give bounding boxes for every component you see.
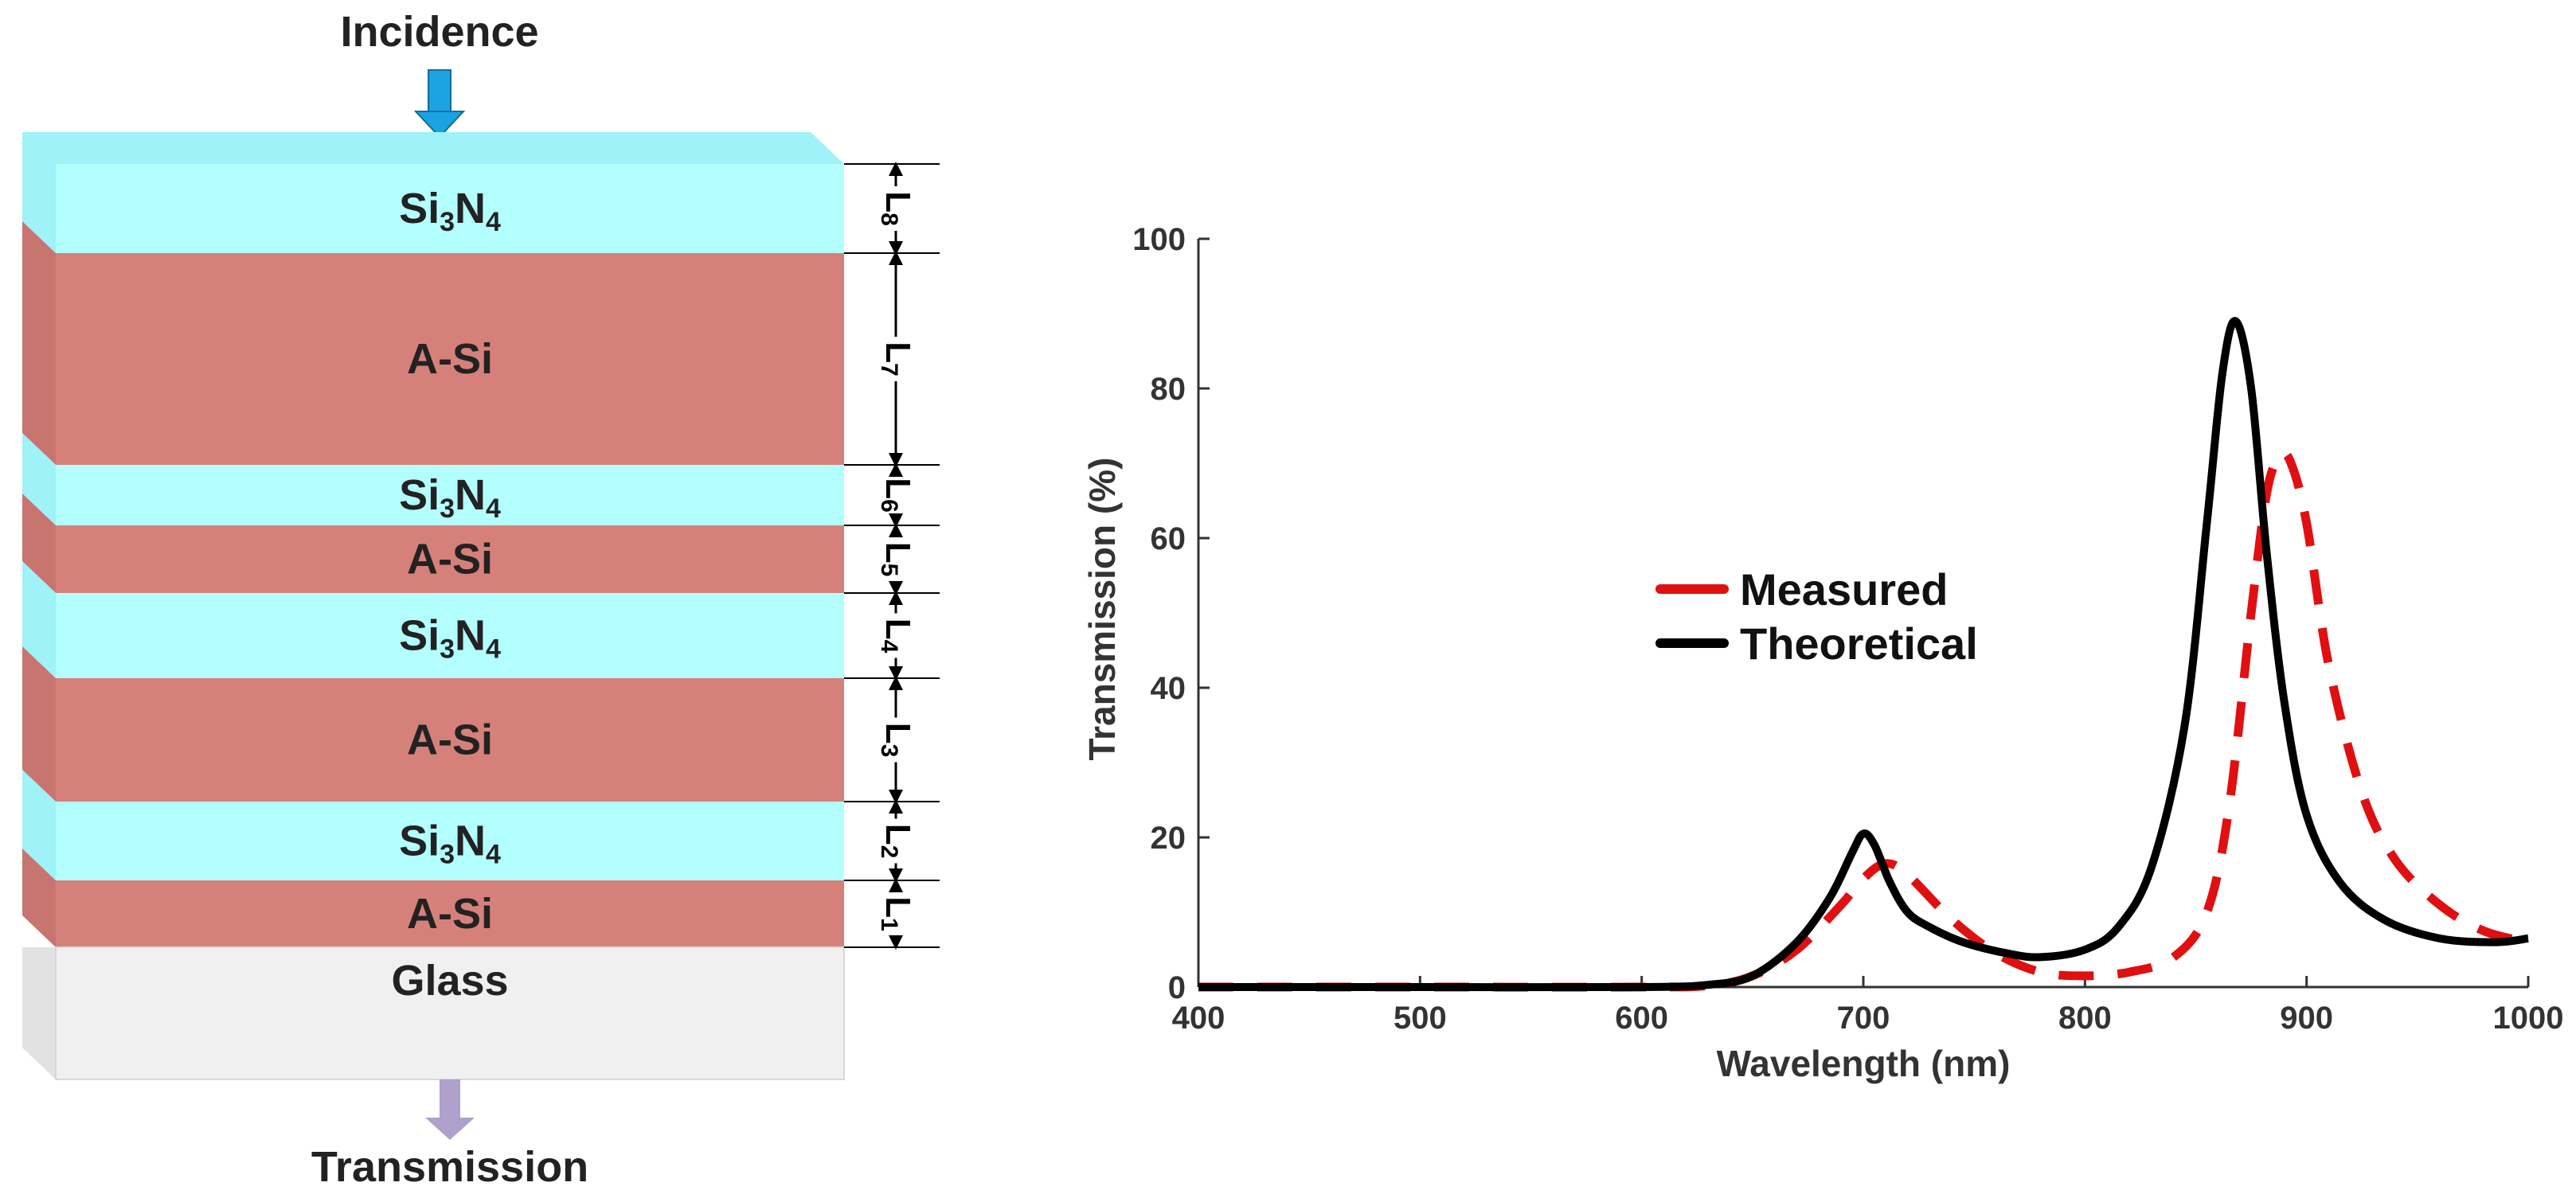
- dimension-label: L8: [876, 191, 917, 226]
- dimension-label: L5: [876, 542, 917, 577]
- layer-si3n4: Si3N4: [22, 770, 844, 880]
- layer-front-face: [56, 880, 844, 947]
- dimension-label: L2: [876, 824, 917, 859]
- layer-side-face: [22, 770, 56, 880]
- thickness-dimensions: L8 L7 L6 L5 L4 L3 L2 L1: [844, 162, 940, 950]
- y-tick-label: 60: [1151, 521, 1186, 556]
- dimension-marker: L4: [844, 591, 940, 681]
- legend-label-theoretical: Theoretical: [1740, 619, 1978, 669]
- layer-front-face: [56, 593, 844, 678]
- x-tick-label: 800: [2058, 1001, 2112, 1036]
- dimension-marker: L6: [844, 462, 940, 528]
- x-tick-label: 600: [1615, 1001, 1668, 1036]
- layer-a-si: A-Si: [22, 221, 844, 465]
- x-tick-label: 500: [1394, 1001, 1447, 1036]
- x-tick-label: 900: [2280, 1001, 2333, 1036]
- y-tick-label: 40: [1151, 671, 1186, 706]
- dimension-label: L6: [876, 478, 917, 513]
- y-tick-label: 80: [1151, 372, 1186, 407]
- layer-label: A-Si: [407, 716, 493, 764]
- y-tick-label: 0: [1168, 970, 1186, 1005]
- dimension-marker: L8: [844, 162, 940, 256]
- x-tick-label: 700: [1837, 1001, 1890, 1036]
- legend-label-measured: Measured: [1740, 564, 1948, 615]
- layer-si3n4: Si3N4: [22, 433, 844, 525]
- series-line-theoretical: [1198, 317, 2529, 992]
- layer-si3n4: Si3N4: [22, 132, 844, 253]
- layer-label: A-Si: [407, 335, 493, 383]
- layer-side-face: [22, 646, 56, 802]
- transmission-arrow-icon: [425, 1079, 475, 1140]
- y-tick-label: 20: [1151, 821, 1186, 856]
- series-line-measured: [1198, 448, 2530, 992]
- layer-front-face: [56, 525, 844, 593]
- x-axis-title: Wavelength (nm): [1717, 1043, 2011, 1084]
- transmission-chart: 400 500 600 700 800 900 1000 0 20 40 60 80 100 Wave…: [1081, 222, 2563, 1084]
- dimension-label: L7: [876, 341, 917, 377]
- layer-front-face: [56, 678, 844, 802]
- layer-a-si: A-Si: [22, 849, 844, 947]
- dimension-marker: L7: [844, 251, 940, 467]
- layer-side-face: [22, 221, 56, 465]
- layer-side-face: [22, 849, 56, 947]
- layer-si3n4: Si3N4: [22, 561, 844, 678]
- layer-label: Si3N4: [399, 818, 501, 870]
- incidence-arrow-icon: [413, 69, 466, 139]
- layer-label: Si3N4: [399, 471, 501, 524]
- layer-front-face: [56, 164, 844, 253]
- dimension-label: L1: [876, 896, 917, 931]
- transmission-label: Transmission: [311, 1143, 588, 1191]
- layer-a-si: A-Si: [22, 494, 844, 593]
- layer-front-face: [56, 802, 844, 880]
- dimension-marker: L5: [844, 523, 940, 595]
- layer-front-face: [56, 253, 844, 465]
- x-tick-label: 1000: [2493, 1001, 2564, 1036]
- y-ticks: 0 20 40 60 80 100: [1132, 222, 1210, 1005]
- layer-side-face: [22, 561, 56, 678]
- glass-substrate: Glass: [22, 946, 845, 1080]
- layer-label: A-Si: [407, 890, 493, 938]
- y-axis-title: Transmission (%): [1081, 458, 1123, 761]
- x-ticks: 400 500 600 700 800 900 1000: [1172, 976, 2564, 1036]
- layer-a-si: A-Si: [22, 646, 844, 802]
- stack-top-face: [22, 132, 844, 164]
- layers-group: Si3N4 A-Si Si3N4 A-Si Si3N4 A-Si Si3N4 A-Si: [22, 132, 844, 947]
- dimension-label: L4: [876, 619, 917, 654]
- layer-label: A-Si: [407, 536, 493, 583]
- layer-stack-diagram: Incidence Si3N4A-SiSi3N4A-SiSi3N4A-SiSi3…: [22, 8, 940, 1191]
- layer-front-face: [56, 465, 844, 525]
- chart-series: [1198, 317, 2530, 992]
- layer-side-face: [22, 494, 56, 593]
- x-tick-label: 400: [1172, 1001, 1225, 1036]
- y-tick-label: 100: [1132, 222, 1186, 257]
- dimension-marker: L3: [844, 676, 940, 804]
- dimension-label: L3: [876, 723, 917, 758]
- layer-label: Si3N4: [399, 185, 501, 237]
- incidence-label: Incidence: [340, 8, 538, 56]
- dimension-marker: L1: [844, 878, 940, 950]
- layer-side-face: [22, 433, 56, 525]
- glass-label: Glass: [391, 957, 508, 1005]
- layer-label: Si3N4: [399, 612, 501, 665]
- layer-side-face: [22, 132, 56, 253]
- dimension-marker: L2: [844, 799, 940, 883]
